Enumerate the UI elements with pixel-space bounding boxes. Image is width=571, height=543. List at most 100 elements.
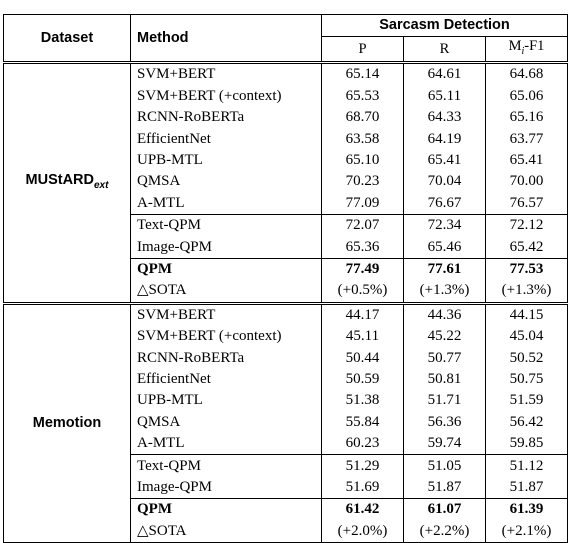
text: M: [508, 38, 522, 55]
value-cell: 64.61: [403, 61, 486, 86]
value-cell: 77.49: [321, 257, 404, 281]
dataset-header: Dataset: [3, 13, 131, 63]
table-row: RCNN-RoBERTa 50.44 50.77 50.52: [4, 347, 568, 369]
table-row: SVM+BERT (+context) 65.53 65.11 65.06: [4, 85, 568, 108]
value-cell: 65.10: [321, 149, 404, 172]
value-cell: 77.61: [403, 257, 486, 281]
value-cell: 70.23: [321, 171, 404, 193]
table-row: Image-QPM 51.69 51.87 51.87: [4, 476, 568, 499]
table-row: △SOTA (+0.5%) (+1.3%) (+1.3%): [4, 280, 568, 304]
method-cell: EfficientNet: [130, 368, 322, 391]
value-cell: 51.71: [403, 390, 486, 412]
metric-header: P: [321, 36, 404, 63]
value-cell: 59.85: [485, 432, 568, 455]
value-cell: 65.14: [321, 61, 404, 86]
table-row: SVM+BERT (+context) 45.11 45.22 45.04: [4, 325, 568, 348]
value-cell: 61.42: [321, 498, 404, 521]
method-cell: QPM: [130, 498, 322, 521]
value-cell: 45.11: [321, 325, 404, 348]
value-cell: 50.44: [321, 347, 404, 369]
subscript: ext: [94, 179, 109, 191]
value-cell: 77.53: [485, 257, 568, 281]
value-cell: 65.53: [321, 85, 404, 108]
value-cell: 51.69: [321, 476, 404, 499]
value-cell: 64.19: [403, 128, 486, 150]
value-cell: 51.12: [485, 454, 568, 477]
dataset-cell: MUStARDext: [3, 61, 131, 304]
method-cell: QMSA: [130, 171, 322, 193]
value-cell: 63.58: [321, 128, 404, 150]
table-row: A-MTL 60.23 59.74 59.85: [4, 432, 568, 455]
method-cell: Image-QPM: [130, 236, 322, 259]
value-cell: (+2.0%): [321, 520, 404, 543]
table-row: QPM 77.49 77.61 77.53: [4, 257, 568, 281]
value-cell: 72.34: [403, 214, 486, 237]
method-cell: QMSA: [130, 411, 322, 433]
table-row: QMSA 70.23 70.04 70.00: [4, 171, 568, 193]
method-cell: SVM+BERT (+context): [130, 85, 322, 108]
table-row: RCNN-RoBERTa 68.70 64.33 65.16: [4, 107, 568, 129]
value-cell: 65.06: [485, 85, 568, 108]
method-cell: SVM+BERT (+context): [130, 325, 322, 348]
method-header: Method: [130, 13, 322, 63]
value-cell: 51.87: [485, 476, 568, 499]
table-row: Text-QPM 72.07 72.34 72.12: [4, 214, 568, 237]
value-cell: 65.41: [403, 149, 486, 172]
text: MUStARD: [25, 171, 94, 188]
value-cell: 59.74: [403, 432, 486, 455]
value-cell: (+1.3%): [485, 280, 568, 304]
method-cell: Text-QPM: [130, 454, 322, 477]
table-row: Image-QPM 65.36 65.46 65.42: [4, 236, 568, 259]
value-cell: 65.16: [485, 107, 568, 129]
dataset-cell: Memotion: [3, 301, 131, 543]
value-cell: 45.22: [403, 325, 486, 348]
table-row: Memotion SVM+BERT 44.17 44.36 44.15: [3, 301, 568, 543]
table-row: QMSA 55.84 56.36 56.42: [4, 411, 568, 433]
text: P: [358, 40, 367, 57]
subscript: i: [521, 46, 525, 58]
page: Dataset Method Sarcasm Detection P R Mi-F1…: [3, 13, 568, 543]
method-cell: A-MTL: [130, 192, 322, 215]
value-cell: 44.17: [321, 301, 404, 326]
value-cell: 60.23: [321, 432, 404, 455]
value-cell: 68.70: [321, 107, 404, 129]
method-cell: EfficientNet: [130, 128, 322, 150]
table-row: UPB-MTL 65.10 65.41 65.41: [4, 149, 568, 172]
value-cell: 44.36: [403, 301, 486, 326]
value-cell: 65.42: [485, 236, 568, 259]
value-cell: 51.38: [321, 390, 404, 412]
value-cell: 51.59: [485, 390, 568, 412]
method-cell: Image-QPM: [130, 476, 322, 499]
table-row: EfficientNet 63.58 64.19 63.77: [4, 128, 568, 150]
text: R: [439, 40, 450, 57]
value-cell: 65.11: [403, 85, 486, 108]
method-cell: UPB-MTL: [130, 149, 322, 172]
value-cell: 50.59: [321, 368, 404, 391]
value-cell: 45.04: [485, 325, 568, 348]
value-cell: 50.81: [403, 368, 486, 391]
value-cell: 51.29: [321, 454, 404, 477]
value-cell: 64.33: [403, 107, 486, 129]
value-cell: 50.75: [485, 368, 568, 391]
value-cell: 76.67: [403, 192, 486, 215]
method-cell: RCNN-RoBERTa: [130, 107, 322, 129]
value-cell: (+1.3%): [403, 280, 486, 304]
value-cell: 70.04: [403, 171, 486, 193]
value-cell: 51.87: [403, 476, 486, 499]
value-cell: 64.68: [485, 61, 568, 86]
value-cell: 50.77: [403, 347, 486, 369]
value-cell: 70.00: [485, 171, 568, 193]
metric-header: R: [403, 36, 486, 63]
value-cell: (+2.2%): [403, 520, 486, 543]
value-cell: 56.42: [485, 411, 568, 433]
value-cell: (+0.5%): [321, 280, 404, 304]
value-cell: 55.84: [321, 411, 404, 433]
table-row: EfficientNet 50.59 50.81 50.75: [4, 368, 568, 391]
value-cell: 65.41: [485, 149, 568, 172]
task-header: Sarcasm Detection: [321, 13, 568, 38]
metric-row: P R Mi-F1: [4, 36, 568, 63]
value-cell: 72.12: [485, 214, 568, 237]
text: Memotion: [32, 414, 102, 431]
method-cell: SVM+BERT: [130, 61, 322, 86]
value-cell: (+2.1%): [485, 520, 568, 543]
